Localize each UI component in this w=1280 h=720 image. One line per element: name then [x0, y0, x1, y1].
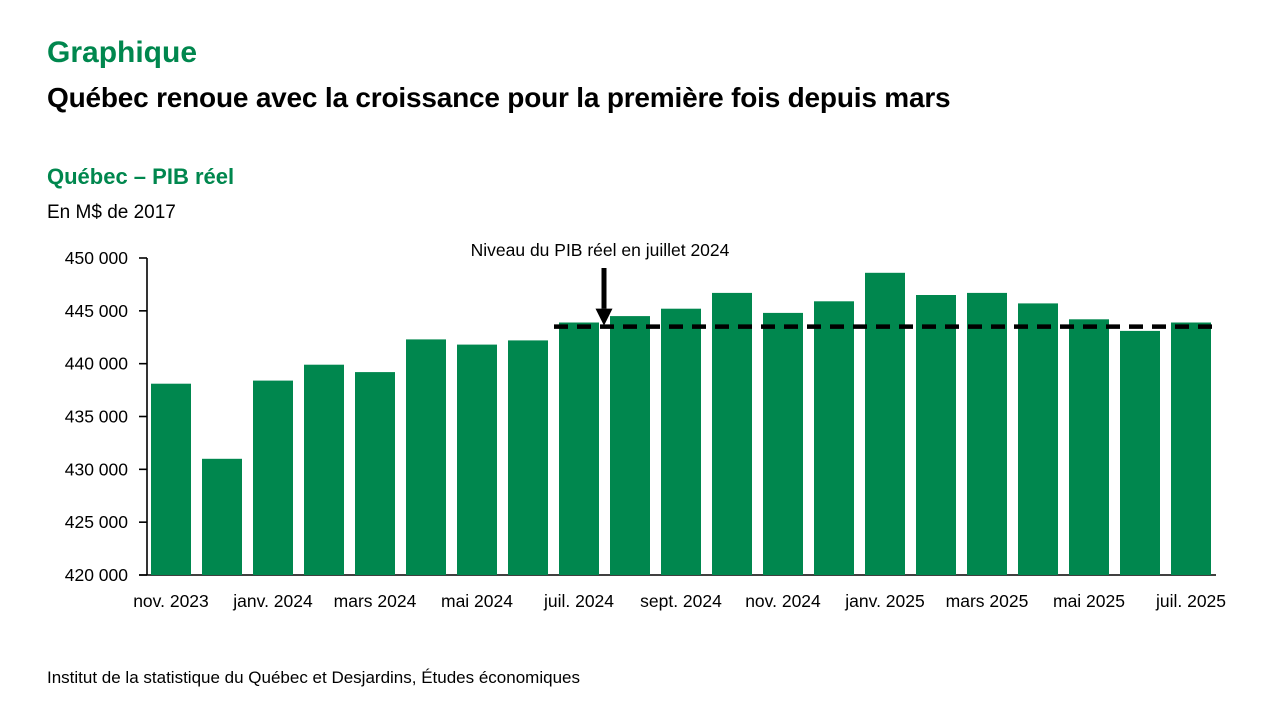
- y-tick-label: 420 000: [65, 565, 129, 585]
- bar: [865, 272, 905, 575]
- x-tick-label: mars 2024: [334, 591, 417, 611]
- x-tick-label: nov. 2023: [133, 591, 209, 611]
- bar: [355, 372, 395, 575]
- bar: [406, 339, 446, 575]
- y-tick-label: 445 000: [65, 301, 129, 321]
- bar: [253, 380, 293, 575]
- y-tick-label: 440 000: [65, 354, 129, 374]
- bar: [559, 322, 599, 575]
- bar: [1171, 322, 1211, 575]
- x-tick-label: juil. 2024: [543, 591, 614, 611]
- x-tick-label: mai 2025: [1053, 591, 1125, 611]
- x-tick-label: nov. 2024: [745, 591, 821, 611]
- bar: [1120, 330, 1160, 575]
- bar: [916, 295, 956, 575]
- bar: [508, 340, 548, 575]
- bar: [763, 312, 803, 575]
- chart-title: Québec – PIB réel: [47, 164, 235, 189]
- bar: [1018, 303, 1058, 575]
- bar: [151, 383, 191, 575]
- y-tick-label: 435 000: [65, 407, 129, 427]
- bar: [304, 364, 344, 575]
- x-tick-label: janv. 2024: [232, 591, 313, 611]
- x-tick-label: janv. 2025: [844, 591, 924, 611]
- bar: [457, 344, 497, 575]
- bar: [814, 301, 854, 575]
- bar: [202, 458, 242, 575]
- chart-kicker: Graphique: [47, 36, 198, 69]
- y-tick-label: 450 000: [65, 248, 129, 268]
- annotation-arrow-head: [595, 308, 613, 326]
- bar: [1069, 319, 1109, 575]
- bar: [967, 292, 1007, 575]
- bar: [712, 292, 752, 575]
- annotation-label: Niveau du PIB réel en juillet 2024: [471, 240, 730, 260]
- chart-unit-label: En M$ de 2017: [47, 202, 176, 223]
- page-title: Québec renoue avec la croissance pour la…: [47, 82, 951, 113]
- x-tick-label: mai 2024: [441, 591, 513, 611]
- y-tick-label: 425 000: [65, 512, 129, 532]
- x-tick-label: sept. 2024: [640, 591, 722, 611]
- x-tick-label: juil. 2025: [1155, 591, 1226, 611]
- y-tick-label: 430 000: [65, 459, 129, 479]
- source-note: Institut de la statistique du Québec et …: [47, 668, 580, 687]
- bar-chart: 420 000 425 000 430 000 435 000 440 000 445 0…: [65, 240, 1226, 611]
- x-tick-label: mars 2025: [946, 591, 1029, 611]
- bar: [610, 316, 650, 575]
- bar: [661, 308, 701, 575]
